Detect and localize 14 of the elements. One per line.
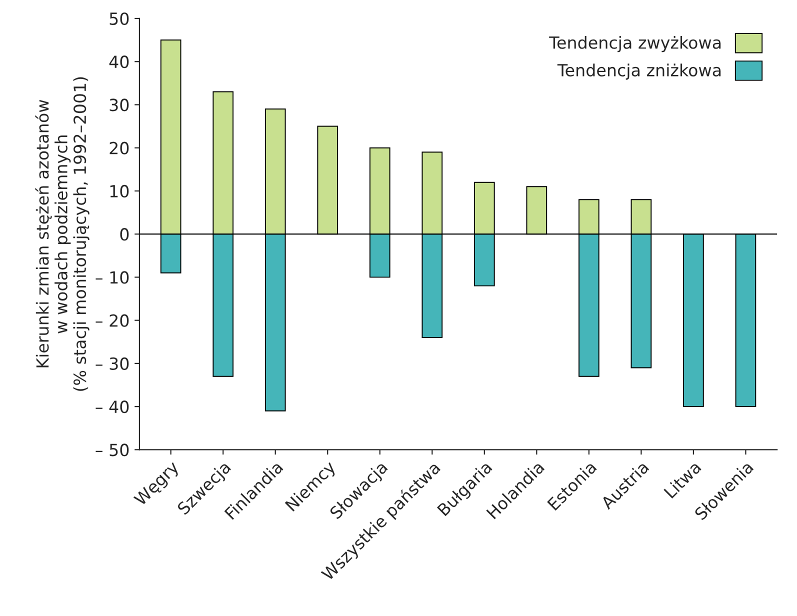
legend-label: Tendencja zniżkowa <box>557 64 721 80</box>
y-tick-label: 10 <box>110 184 129 198</box>
legend-label: Tendencja zwyżkowa <box>549 36 721 52</box>
y-tick-label: – 10 <box>96 271 129 284</box>
y-tick-label: 50 <box>110 12 129 26</box>
y-tick-label: – 40 <box>96 400 129 414</box>
y-tick-label: – 30 <box>96 357 129 370</box>
y-axis-title: Kierunki zmian stężeń azotanów w wodach podziemnych (% stacji monitorujących, 1992–2001) <box>35 77 90 391</box>
y-tick-label: – 50 <box>96 444 129 456</box>
y-tick-label: 0 <box>120 228 129 241</box>
y-tick-label: 20 <box>110 142 129 154</box>
y-tick-label: 40 <box>109 56 129 68</box>
y-tick-label: – 20 <box>96 314 129 327</box>
y-tick-label: 30 <box>110 98 129 112</box>
